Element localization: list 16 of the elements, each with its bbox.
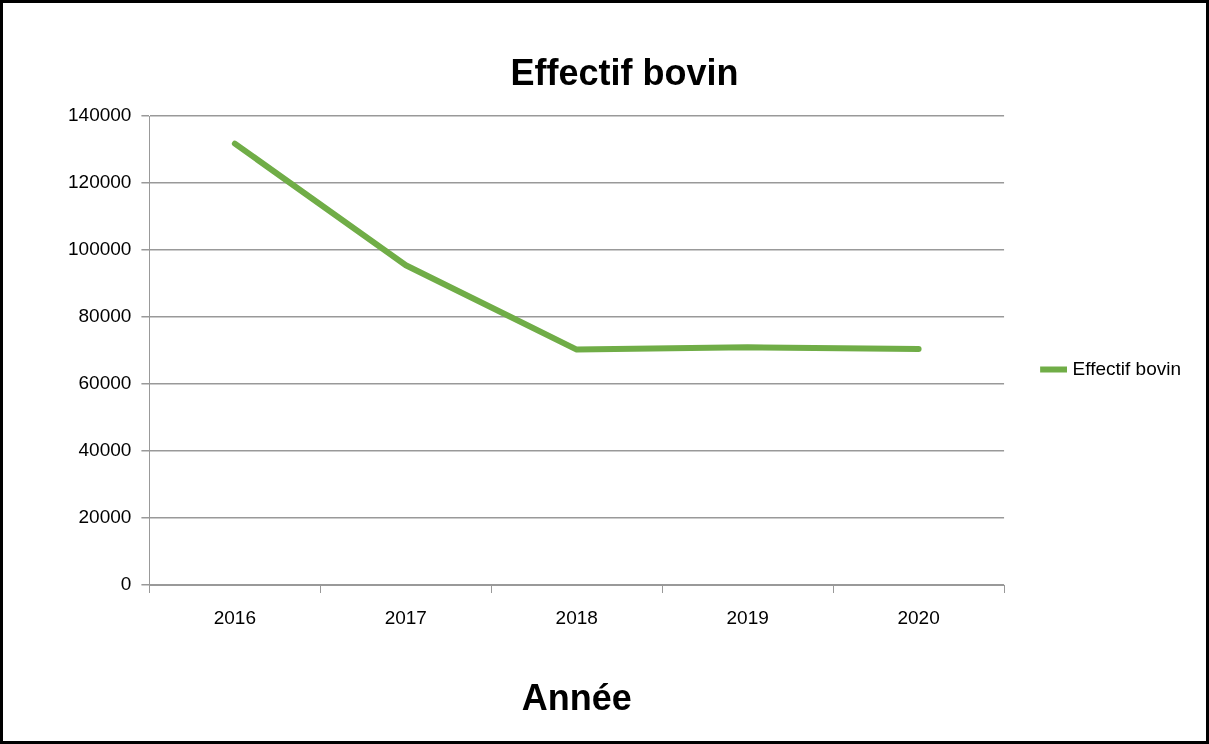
x-axis-title: Année [521,677,632,719]
x-tick-label: 2020 [897,606,940,628]
y-tick-label: 80000 [78,305,132,327]
x-tick-label: 2017 [384,606,427,628]
y-tick-label: 140000 [68,104,132,126]
legend-label: Effectif bovin [1072,357,1181,379]
y-tick-label: 60000 [78,372,132,394]
x-tick-label: 2019 [726,606,769,628]
x-tick-label: 2016 [213,606,257,628]
y-tick-label: 100000 [68,238,132,260]
y-tick-label: 20000 [78,506,132,528]
y-tick-label: 40000 [78,439,132,461]
chart-title: Effectif bovin [510,51,739,93]
y-tick-label: 120000 [68,171,132,193]
y-tick-label: 0 [120,573,132,595]
x-tick-label: 2018 [555,606,598,628]
